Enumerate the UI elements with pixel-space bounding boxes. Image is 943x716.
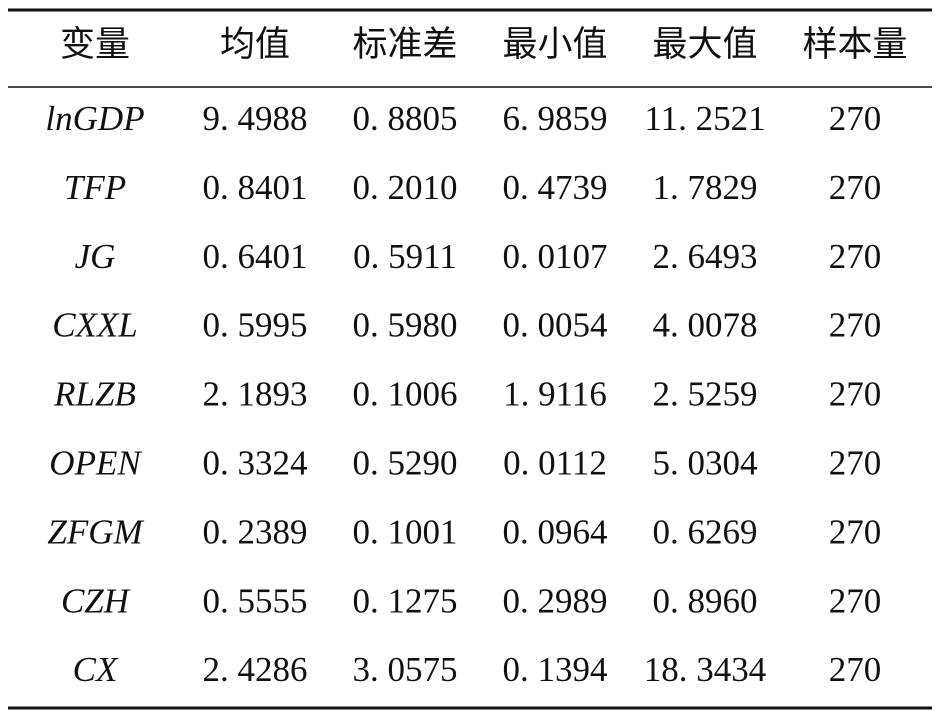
variable-name: CZH: [61, 581, 131, 620]
cell: 0. 5980: [353, 306, 458, 345]
variable-name: JG: [75, 237, 116, 276]
variable-name: OPEN: [49, 444, 142, 483]
header-cell: 标准差: [352, 25, 457, 64]
cell: 0. 0054: [503, 306, 608, 345]
cell: 270: [829, 650, 882, 689]
cell: 9. 4988: [203, 99, 308, 138]
cell: 270: [829, 581, 882, 620]
cell: 0. 8805: [353, 99, 458, 138]
cell: 4. 0078: [653, 306, 758, 345]
cell: 18. 3434: [644, 650, 767, 689]
cell: 270: [829, 375, 882, 414]
cell: 0. 1006: [353, 375, 458, 414]
cell: 0. 1275: [353, 581, 458, 620]
variable-name: RLZB: [53, 375, 136, 414]
cell: 2. 6493: [653, 237, 758, 276]
variable-name: CX: [73, 650, 119, 689]
cell: 2. 4286: [203, 650, 308, 689]
cell: 0. 0107: [503, 237, 608, 276]
cell: 1. 7829: [653, 168, 758, 207]
cell: 270: [829, 512, 882, 551]
header-cell: 均值: [220, 25, 290, 64]
variable-name: ZFGM: [47, 512, 144, 551]
variable-name: CXXL: [52, 306, 138, 345]
cell: 0. 0112: [503, 444, 607, 483]
cell: 270: [829, 168, 882, 207]
header-cell: 最小值: [502, 25, 607, 64]
cell: 0. 2389: [203, 512, 308, 551]
cell: 2. 5259: [653, 375, 758, 414]
cell: 2. 1893: [203, 375, 308, 414]
cell: 6. 9859: [503, 99, 608, 138]
cell: 0. 5290: [353, 444, 458, 483]
header-cell: 最大值: [652, 25, 757, 64]
cell: 270: [829, 237, 882, 276]
cell: 0. 6269: [653, 512, 758, 551]
cell: 270: [829, 444, 882, 483]
cell: 11. 2521: [644, 99, 765, 138]
cell: 1. 9116: [503, 375, 607, 414]
cell: 0. 2010: [353, 168, 458, 207]
cell: 0. 4739: [503, 168, 608, 207]
cell: 270: [829, 99, 882, 138]
cell: 0. 8960: [653, 581, 758, 620]
header-cell: 变量: [60, 25, 130, 64]
cell: 0. 6401: [203, 237, 308, 276]
variable-name: lnGDP: [45, 99, 144, 138]
cell: 0. 0964: [503, 512, 608, 551]
cell: 0. 3324: [203, 444, 308, 483]
cell: 0. 5911: [353, 237, 457, 276]
cell: 0. 5995: [203, 306, 308, 345]
cell: 0. 8401: [203, 168, 308, 207]
header-cell: 样本量: [802, 25, 907, 64]
cell: 0. 5555: [203, 581, 308, 620]
cell: 5. 0304: [653, 444, 758, 483]
cell: 0. 2989: [503, 581, 608, 620]
variable-name: TFP: [64, 168, 126, 207]
cell: 3. 0575: [353, 650, 458, 689]
cell: 0. 1001: [353, 512, 458, 551]
cell: 0. 1394: [503, 650, 608, 689]
cell: 270: [829, 306, 882, 345]
